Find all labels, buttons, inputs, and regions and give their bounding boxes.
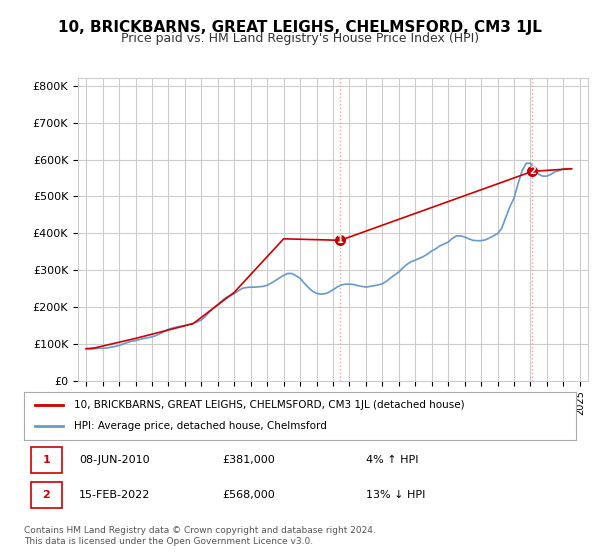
Text: Price paid vs. HM Land Registry's House Price Index (HPI): Price paid vs. HM Land Registry's House …	[121, 32, 479, 45]
Text: £381,000: £381,000	[223, 455, 275, 465]
Text: 13% ↓ HPI: 13% ↓ HPI	[366, 490, 425, 500]
Text: HPI: Average price, detached house, Chelmsford: HPI: Average price, detached house, Chel…	[74, 421, 326, 431]
Text: 15-FEB-2022: 15-FEB-2022	[79, 490, 151, 500]
Text: 1: 1	[337, 235, 344, 245]
Text: 08-JUN-2010: 08-JUN-2010	[79, 455, 150, 465]
Text: £568,000: £568,000	[223, 490, 275, 500]
Text: 2: 2	[42, 490, 50, 500]
Text: Contains HM Land Registry data © Crown copyright and database right 2024.
This d: Contains HM Land Registry data © Crown c…	[24, 526, 376, 546]
Text: 2: 2	[529, 166, 536, 176]
FancyBboxPatch shape	[31, 482, 62, 508]
Text: 10, BRICKBARNS, GREAT LEIGHS, CHELMSFORD, CM3 1JL: 10, BRICKBARNS, GREAT LEIGHS, CHELMSFORD…	[58, 20, 542, 35]
Text: 10, BRICKBARNS, GREAT LEIGHS, CHELMSFORD, CM3 1JL (detached house): 10, BRICKBARNS, GREAT LEIGHS, CHELMSFORD…	[74, 400, 464, 410]
Text: 4% ↑ HPI: 4% ↑ HPI	[366, 455, 419, 465]
FancyBboxPatch shape	[31, 447, 62, 473]
Text: 1: 1	[42, 455, 50, 465]
